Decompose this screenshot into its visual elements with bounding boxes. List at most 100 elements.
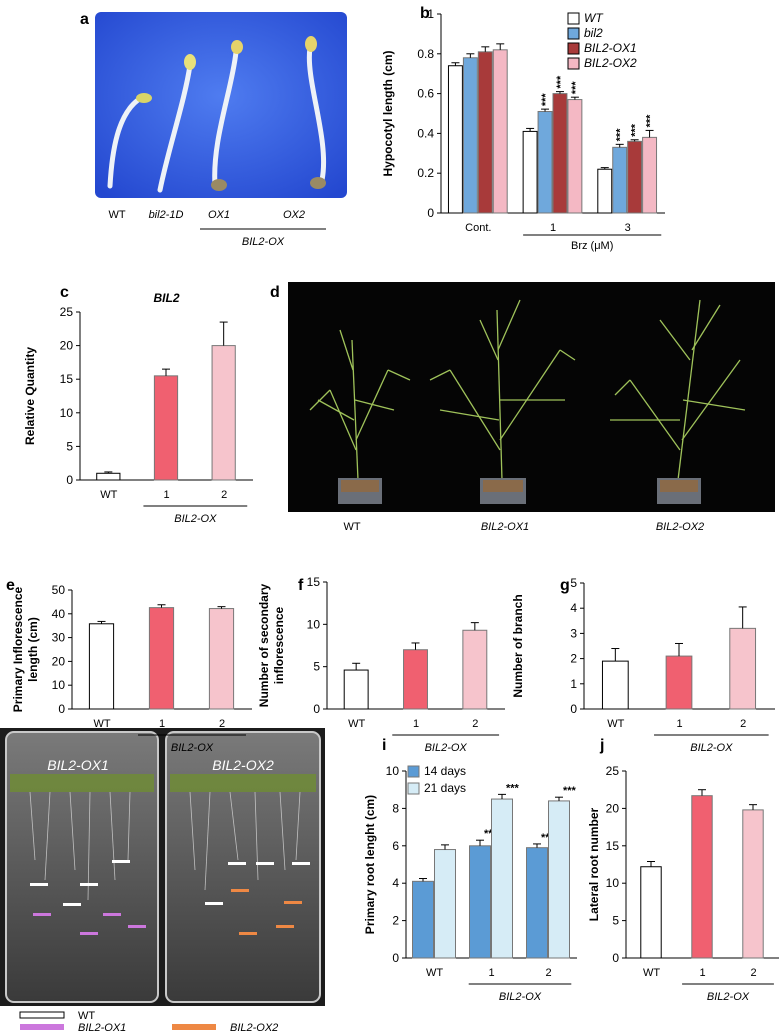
x-tick-label: WT — [643, 967, 660, 979]
group-label: BIL2-OX — [707, 991, 750, 1003]
bar — [96, 472, 121, 481]
x-tick-label: 2 — [750, 967, 756, 979]
legend-label-wt: WT — [78, 1010, 95, 1022]
x-tick-label: 2 — [545, 967, 551, 979]
significance-mark: *** — [645, 114, 657, 128]
x-tick-label: 1 — [163, 489, 169, 501]
y-tick-label: 3 — [570, 626, 577, 640]
bar — [642, 136, 658, 214]
y-tick-label: 6 — [392, 839, 399, 853]
significance-mark: *** — [630, 123, 642, 137]
label-wt: WT — [343, 521, 360, 533]
legend-label-ox2: BIL2-OX2 — [230, 1022, 278, 1034]
plant-wt — [309, 329, 411, 481]
y-tick-label: 20 — [606, 801, 620, 815]
y-tick-label: 15 — [307, 575, 321, 589]
y-tick-label: 30 — [52, 631, 66, 645]
bar — [552, 93, 568, 214]
y-tick-label: 10 — [307, 617, 321, 631]
y-tick-label: 10 — [606, 876, 620, 890]
bar — [640, 866, 662, 959]
x-axis-label: Brz (μM) — [571, 240, 613, 252]
seedling-ox1 — [211, 40, 243, 191]
plate-ox1 — [5, 731, 159, 1003]
y-tick-label: 4 — [392, 876, 399, 890]
bar — [477, 51, 493, 214]
y-tick-label: 0 — [313, 702, 320, 716]
bar — [742, 809, 764, 959]
label-ox2: OX2 — [283, 209, 305, 221]
bar — [211, 345, 236, 481]
bar — [88, 623, 115, 710]
x-tick-label: 1 — [413, 718, 419, 730]
y-axis-label: Hypocotyl length (cm) — [381, 50, 395, 176]
plate-label-ox1: BIL2-OX1 — [47, 757, 108, 773]
legend-label: bil2 — [584, 26, 603, 40]
y-tick-label: 10 — [386, 764, 400, 778]
label-wt: WT — [108, 209, 125, 221]
y-tick-label: 40 — [52, 607, 66, 621]
legend-label-ox1: BIL2-OX1 — [78, 1022, 126, 1034]
x-tick-label: Cont. — [465, 222, 491, 234]
y-tick-label: 20 — [60, 339, 74, 353]
bar — [597, 168, 613, 214]
x-tick-label: WT — [93, 718, 110, 730]
y-tick-label: 8 — [392, 801, 399, 815]
legend-swatch — [407, 782, 420, 795]
label-bil2-ox2: BIL2-OX2 — [656, 521, 704, 533]
y-tick-label: 2 — [570, 652, 577, 666]
legend-label: WT — [584, 11, 604, 25]
x-tick-label: 2 — [472, 718, 478, 730]
y-tick-label: 20 — [52, 654, 66, 668]
y-axis-label: Relative Quantity — [23, 347, 37, 445]
x-tick-label: WT — [607, 718, 624, 730]
panel-letter-c: c — [60, 284, 69, 301]
y-tick-label: 1 — [570, 677, 577, 691]
panel-letter-j: j — [599, 737, 604, 754]
legend-label: BIL2-OX2 — [584, 56, 637, 70]
y-tick-label: 5 — [612, 914, 619, 928]
bar — [548, 800, 570, 959]
y-tick-label: 25 — [606, 764, 620, 778]
significance-mark: *** — [570, 81, 582, 95]
group-label: BIL2-OX — [690, 742, 733, 754]
x-tick-label: 1 — [159, 718, 165, 730]
bar — [627, 140, 643, 214]
significance-mark: *** — [615, 128, 627, 142]
panel-letter-f: f — [298, 577, 304, 594]
chart-e: e 0 10 20 30 40 50 Primary Inflorescence length … — [6, 577, 252, 754]
legend-swatch-wt — [19, 1011, 65, 1019]
seedling-ox2 — [305, 36, 327, 189]
x-tick-label: WT — [426, 967, 443, 979]
x-tick-label: 2 — [219, 718, 225, 730]
y-tick-label: 0 — [570, 702, 577, 716]
bar — [491, 798, 513, 959]
y-axis-label: Primary root lenght (cm) — [363, 795, 377, 934]
legend-swatch — [407, 765, 420, 778]
bar — [403, 649, 428, 710]
label-bil2-1d: bil2-1D — [149, 209, 184, 221]
y-tick-label: 1 — [427, 7, 434, 21]
chart-i: i 0 2 4 6 8 10 Primary root lenght (cm) WT 1 *** **… — [363, 737, 577, 1003]
bar — [526, 847, 548, 959]
x-tick-label: 3 — [625, 222, 631, 234]
group-label: BIL2-OX — [174, 513, 217, 525]
significance-mark: *** — [506, 782, 520, 794]
seedling-wt — [107, 93, 152, 189]
panel-letter-e: e — [6, 577, 15, 594]
significance-mark: *** — [540, 93, 552, 107]
panel-letter-d: d — [270, 284, 280, 301]
y-tick-label: 15 — [606, 839, 620, 853]
chart-b: b 0 0.2 0.4 0.6 0.8 1 Hypocotyl length (cm) Cont… — [381, 5, 665, 252]
bar — [462, 629, 488, 710]
panel-a: a WT bil2-1D OX1 OX2 BIL2-OX — [80, 11, 347, 248]
seedling-bil2 — [157, 54, 196, 193]
significance-mark: *** — [563, 785, 577, 797]
y-axis-label: Number of branch — [511, 594, 525, 697]
y-axis-label: Lateral root number — [587, 808, 601, 922]
bar — [665, 655, 693, 710]
bar — [447, 65, 463, 214]
y-tick-label: 0 — [58, 702, 65, 716]
bar — [343, 669, 369, 710]
group-label: BIL2-OX — [499, 991, 542, 1003]
